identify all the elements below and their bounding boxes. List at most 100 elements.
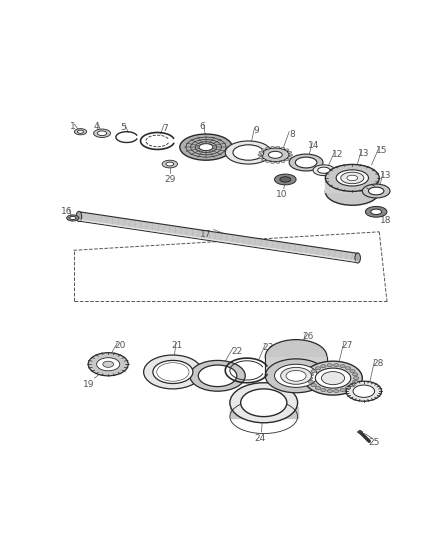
Ellipse shape xyxy=(261,148,289,161)
Text: 5: 5 xyxy=(120,123,126,132)
Text: 15: 15 xyxy=(376,146,387,155)
Text: 21: 21 xyxy=(171,341,182,350)
Polygon shape xyxy=(78,212,358,263)
Text: 29: 29 xyxy=(164,175,176,184)
Ellipse shape xyxy=(190,360,245,391)
Ellipse shape xyxy=(289,154,323,171)
Text: 20: 20 xyxy=(114,341,125,350)
Ellipse shape xyxy=(74,128,87,135)
Ellipse shape xyxy=(346,386,351,390)
Ellipse shape xyxy=(307,377,313,379)
Ellipse shape xyxy=(276,161,280,164)
Ellipse shape xyxy=(336,170,368,186)
Text: 26: 26 xyxy=(302,332,313,341)
Ellipse shape xyxy=(180,134,232,160)
Ellipse shape xyxy=(97,131,107,135)
Ellipse shape xyxy=(340,365,345,368)
Ellipse shape xyxy=(347,175,358,181)
Ellipse shape xyxy=(281,147,285,149)
Ellipse shape xyxy=(350,384,355,387)
Ellipse shape xyxy=(371,209,381,214)
Text: 17: 17 xyxy=(200,230,212,238)
Ellipse shape xyxy=(70,216,76,220)
Ellipse shape xyxy=(88,353,128,376)
Ellipse shape xyxy=(327,390,332,393)
Ellipse shape xyxy=(103,361,113,367)
Ellipse shape xyxy=(313,165,335,175)
Ellipse shape xyxy=(144,355,202,389)
Ellipse shape xyxy=(308,380,314,383)
Ellipse shape xyxy=(266,160,269,163)
Ellipse shape xyxy=(261,149,265,151)
Ellipse shape xyxy=(166,162,173,166)
Ellipse shape xyxy=(353,373,358,376)
Text: 25: 25 xyxy=(368,438,380,447)
Ellipse shape xyxy=(288,157,292,158)
Ellipse shape xyxy=(295,157,317,168)
Ellipse shape xyxy=(325,165,379,191)
Ellipse shape xyxy=(233,145,264,160)
Ellipse shape xyxy=(259,157,263,158)
Ellipse shape xyxy=(94,129,110,138)
Ellipse shape xyxy=(304,361,362,395)
Text: 1: 1 xyxy=(70,123,76,132)
Ellipse shape xyxy=(311,369,316,373)
Text: 8: 8 xyxy=(290,130,295,139)
Ellipse shape xyxy=(230,383,298,423)
Ellipse shape xyxy=(341,172,364,184)
Text: 16: 16 xyxy=(61,207,72,216)
Ellipse shape xyxy=(285,159,289,161)
Ellipse shape xyxy=(350,369,355,373)
Text: 7: 7 xyxy=(162,124,168,133)
Text: 12: 12 xyxy=(332,150,343,159)
Text: 23: 23 xyxy=(263,343,274,352)
Ellipse shape xyxy=(318,167,330,173)
Ellipse shape xyxy=(353,385,374,398)
Ellipse shape xyxy=(199,144,213,151)
Ellipse shape xyxy=(286,370,306,381)
Text: 24: 24 xyxy=(254,433,265,442)
Ellipse shape xyxy=(198,365,237,386)
Ellipse shape xyxy=(67,215,79,221)
Text: 6: 6 xyxy=(199,123,205,132)
Ellipse shape xyxy=(289,154,293,156)
Ellipse shape xyxy=(97,358,120,371)
Ellipse shape xyxy=(271,146,275,148)
Text: 22: 22 xyxy=(231,346,242,356)
Ellipse shape xyxy=(346,381,381,401)
Ellipse shape xyxy=(275,174,296,185)
Ellipse shape xyxy=(78,130,84,133)
Text: 13: 13 xyxy=(358,149,370,158)
Ellipse shape xyxy=(280,177,291,182)
Text: 14: 14 xyxy=(308,141,319,150)
Ellipse shape xyxy=(355,253,360,263)
Ellipse shape xyxy=(353,380,358,383)
Ellipse shape xyxy=(334,364,339,367)
Ellipse shape xyxy=(76,212,82,222)
Ellipse shape xyxy=(358,431,362,433)
Ellipse shape xyxy=(275,364,318,387)
Ellipse shape xyxy=(321,365,326,368)
Text: 28: 28 xyxy=(372,359,383,368)
Ellipse shape xyxy=(315,367,321,370)
Text: 4: 4 xyxy=(93,123,99,132)
Ellipse shape xyxy=(368,187,384,195)
Ellipse shape xyxy=(265,359,327,393)
Ellipse shape xyxy=(266,147,269,149)
Text: 19: 19 xyxy=(83,379,95,389)
Ellipse shape xyxy=(365,206,387,217)
Ellipse shape xyxy=(259,151,263,153)
Ellipse shape xyxy=(325,179,379,205)
Ellipse shape xyxy=(271,161,275,164)
Ellipse shape xyxy=(268,151,282,158)
Ellipse shape xyxy=(265,340,327,374)
Text: 18: 18 xyxy=(380,216,391,225)
Ellipse shape xyxy=(153,360,193,384)
Ellipse shape xyxy=(276,146,280,148)
Ellipse shape xyxy=(308,373,314,376)
Ellipse shape xyxy=(362,184,390,198)
Ellipse shape xyxy=(315,386,321,390)
Ellipse shape xyxy=(321,389,326,392)
Ellipse shape xyxy=(285,149,289,151)
Ellipse shape xyxy=(288,151,292,153)
